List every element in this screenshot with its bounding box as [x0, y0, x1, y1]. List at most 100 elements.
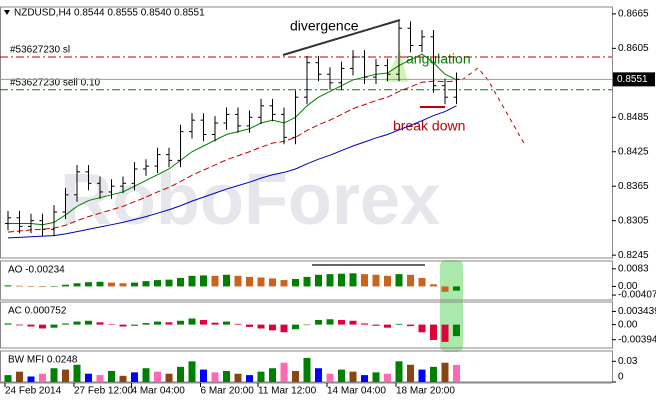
indicator-bar — [200, 320, 207, 325]
projection — [461, 67, 526, 146]
indicator-bar — [16, 285, 23, 287]
indicator-bar — [326, 319, 334, 325]
indicator-bar — [85, 282, 92, 287]
indicator-bar — [177, 366, 184, 382]
indicator-bar — [73, 283, 81, 287]
y-tick-label: -0.00394 — [618, 334, 656, 345]
indicator-bar — [16, 324, 23, 326]
indicator-bar — [361, 375, 368, 382]
indicator-bar — [188, 318, 196, 325]
indicator-bar — [50, 286, 58, 287]
indicator-bar — [372, 324, 380, 326]
indicator-bar — [85, 373, 92, 382]
divergence-line — [282, 19, 401, 56]
y-tick-label: 0.8485 — [618, 112, 649, 123]
indicator-bar — [384, 324, 391, 328]
indicator-bar — [338, 320, 345, 325]
indicator-bar — [39, 324, 46, 329]
x-tick-label: 27 Feb 12:00 — [74, 386, 133, 397]
indicator-bar — [39, 286, 46, 288]
indicator-bar — [280, 324, 288, 333]
indicator-bar — [269, 324, 276, 331]
indicator-bar — [407, 324, 414, 327]
indicator-bar — [4, 375, 12, 382]
title-marker — [4, 10, 10, 15]
indicator-bar — [211, 322, 219, 325]
indicator-bar — [303, 357, 311, 382]
indicator-bar — [200, 369, 207, 382]
indicator-bar — [257, 277, 265, 287]
indicator-bar — [16, 371, 23, 382]
indicator-bar — [154, 280, 161, 287]
indicator-bar — [430, 324, 437, 340]
indicator-bar — [142, 323, 150, 325]
y-tick-label: 0.00 — [618, 281, 638, 292]
indicator-bar — [430, 284, 437, 287]
panel-border — [0, 260, 613, 301]
price-box — [613, 72, 655, 87]
indicator-bar — [62, 323, 69, 325]
order-label: #53627230 sl — [10, 45, 70, 56]
indicator-bar — [96, 281, 104, 287]
indicator-bar — [119, 375, 127, 382]
indicator-bar — [315, 368, 322, 382]
indicator-bar — [395, 323, 403, 325]
indicator-bar — [50, 368, 58, 382]
y-tick-label: 0.8665 — [618, 9, 649, 20]
indicator-bar — [142, 281, 150, 287]
indicator-bar — [165, 279, 173, 287]
chart-title: NZDUSD,H4 0.8544 0.8555 0.8540 0.8551 — [14, 8, 205, 19]
indicator-bar — [154, 371, 161, 382]
y-tick-label: 0.8365 — [618, 181, 649, 192]
indicator-bar — [27, 376, 35, 382]
moving-average — [7, 80, 457, 233]
indicator-bar — [418, 277, 426, 287]
indicator-bar — [303, 276, 311, 287]
indicator-bar — [177, 277, 184, 287]
indicator-bar — [418, 369, 426, 382]
indicator-bar — [303, 324, 311, 326]
indicator-bar — [119, 324, 127, 327]
indicator-bar — [108, 324, 115, 325]
y-tick-label: 0.8605 — [618, 43, 649, 54]
indicator-bar — [165, 322, 173, 325]
indicator-bar — [131, 372, 138, 382]
indicator-bar — [384, 373, 391, 382]
indicator-bar — [211, 372, 219, 382]
x-tick-label: 11 Mar 12:00 — [258, 386, 317, 397]
indicator-bar — [257, 371, 265, 382]
indicator-bar — [223, 321, 230, 325]
indicator-bar — [131, 324, 138, 326]
y-tick-label: 0.00 — [618, 319, 638, 330]
indicator-bar — [407, 274, 414, 287]
order-label: #53627230 sell 0.10 — [10, 77, 101, 88]
indicator-bar — [453, 286, 460, 291]
x-tick-label: 4 Mar 04:00 — [132, 386, 186, 397]
indicator-bar — [108, 282, 115, 287]
indicator-bar — [418, 324, 426, 333]
indicator-bar — [441, 362, 449, 382]
indicator-bar — [73, 364, 81, 382]
indicator-bar — [395, 361, 403, 382]
indicator-bar — [257, 324, 265, 329]
indicator-bar — [349, 320, 357, 325]
indicator-bar — [361, 323, 368, 325]
indicator-bar — [119, 283, 127, 287]
indicator-bar — [292, 324, 299, 330]
indicator-bar — [188, 275, 196, 287]
indicator-bar — [200, 275, 207, 287]
price-label: 0.8551 — [617, 74, 648, 85]
indicator-label: BW MFI 0.0248 — [8, 355, 78, 366]
indicator-bar — [27, 286, 35, 287]
indicator-bar — [246, 375, 253, 382]
indicator-bar — [96, 322, 104, 325]
indicator-bar — [407, 364, 414, 382]
indicator-bar — [211, 275, 219, 287]
indicator-bar — [292, 370, 299, 382]
indicator-bar — [326, 274, 334, 287]
indicator-bar — [361, 274, 368, 287]
indicator-bar — [188, 361, 196, 382]
indicator-bar — [269, 278, 276, 287]
